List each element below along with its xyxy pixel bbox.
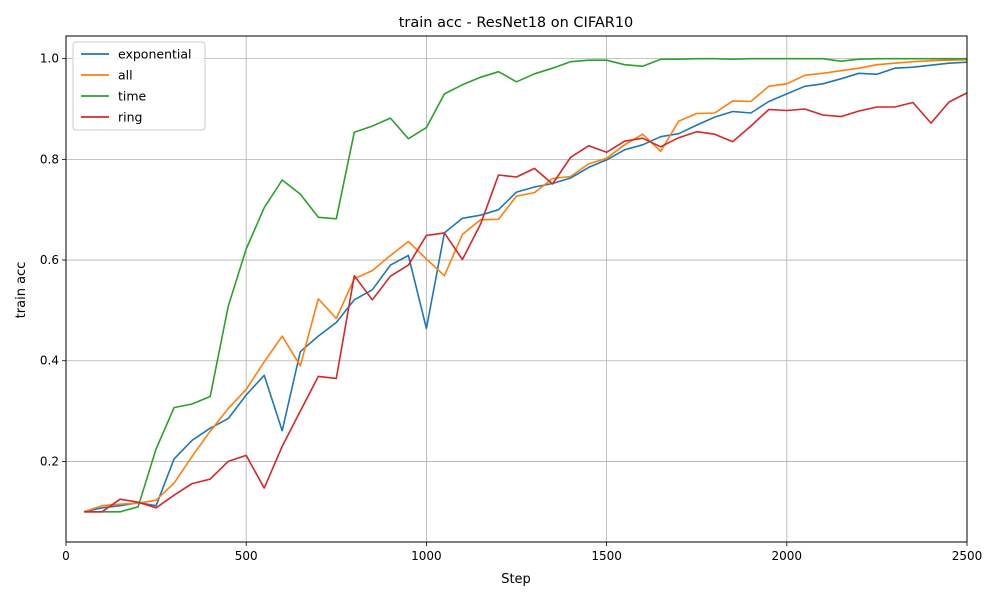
x-tick-label: 2500 — [952, 549, 983, 563]
legend: exponential all time ring — [72, 41, 206, 131]
legend-label-time: time — [118, 89, 147, 104]
x-axis-label: Step — [501, 572, 531, 587]
legend-label-ring: ring — [118, 110, 142, 125]
x-tick-label: 0 — [62, 549, 70, 563]
legend-box — [72, 41, 206, 131]
series-line-ring — [84, 92, 968, 513]
legend-label-exponential: exponential — [118, 47, 192, 62]
y-tick-label: 1.0 — [40, 52, 59, 66]
x-tick-label: 1500 — [591, 549, 622, 563]
axis-ticks: 0 500 1000 1500 2000 2500 0.2 0.4 0.6 0.8 1.0 — [40, 52, 982, 563]
series-lines — [83, 57, 968, 513]
y-axis-label: train acc — [14, 262, 29, 319]
legend-label-all: all — [118, 68, 133, 83]
x-tick-label: 2000 — [772, 549, 803, 563]
x-tick-label: 1000 — [411, 549, 442, 563]
series-line-all — [83, 58, 968, 513]
y-tick-label: 0.2 — [40, 454, 59, 468]
x-tick-label: 500 — [235, 549, 258, 563]
y-tick-label: 0.6 — [40, 253, 59, 267]
y-tick-label: 0.8 — [40, 152, 59, 166]
chart-title: train acc - ResNet18 on CIFAR10 — [399, 15, 634, 31]
series-line-exponential — [83, 61, 968, 513]
plot-frame — [65, 35, 968, 543]
series-line-time — [84, 57, 967, 513]
y-tick-label: 0.4 — [40, 354, 59, 368]
